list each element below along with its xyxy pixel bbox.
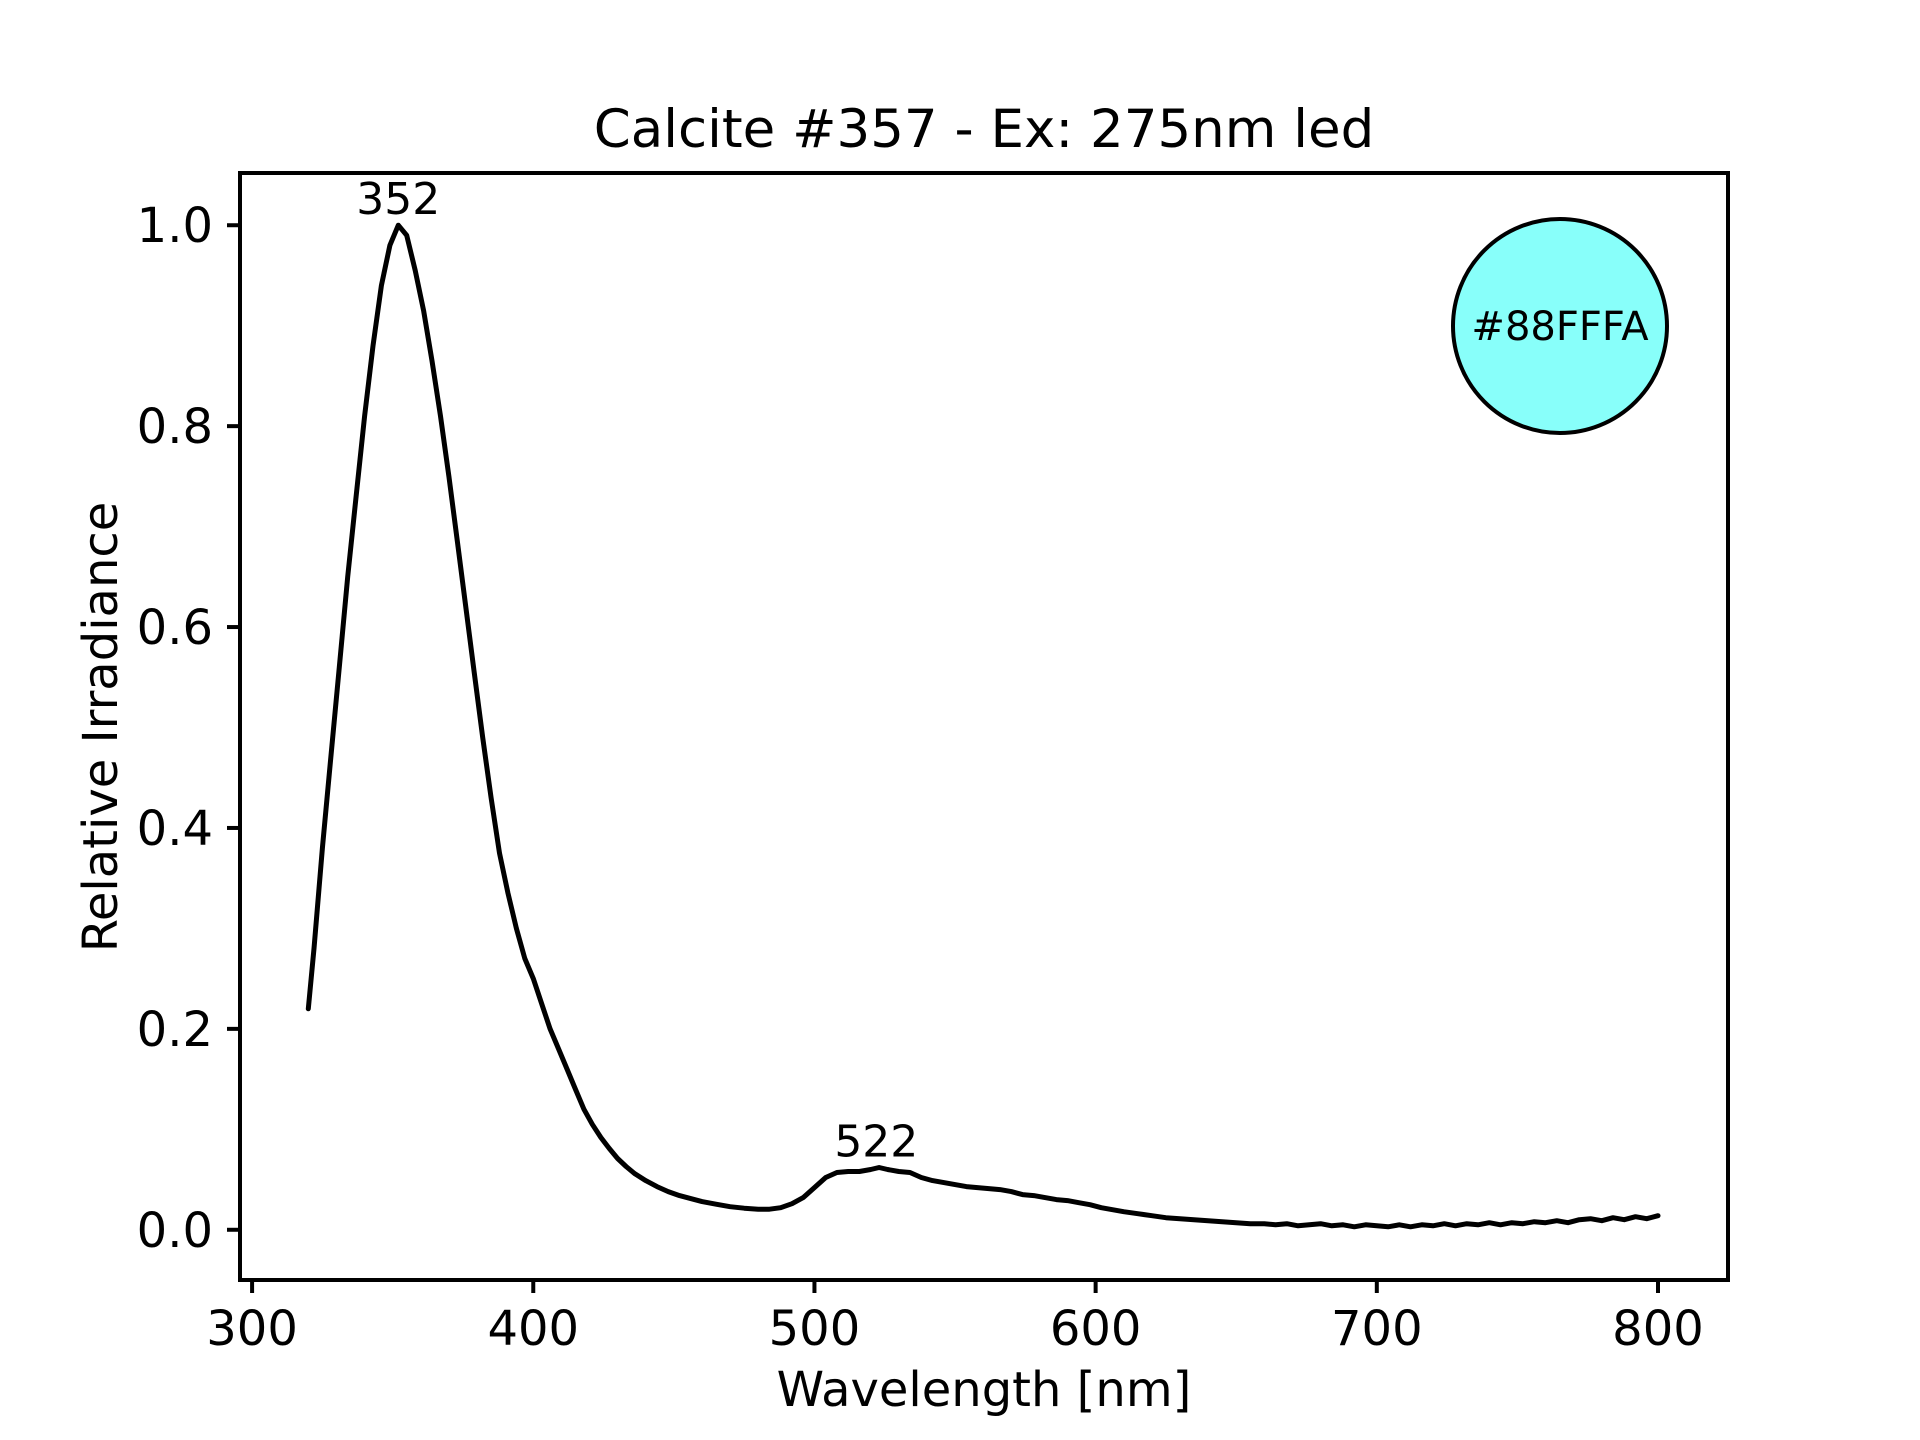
x-axis: 300 400 500 600 700 800 <box>206 1280 1704 1357</box>
peak-label: 522 <box>834 1116 918 1167</box>
y-tick-label: 0.4 <box>137 801 213 857</box>
peak-annotations: 352 522 <box>356 174 918 1167</box>
peak-label: 352 <box>356 174 440 225</box>
plot-border <box>238 171 1730 1282</box>
y-axis: 0.0 0.2 0.4 0.6 0.8 1.0 <box>137 198 240 1259</box>
y-tick-label: 0.0 <box>137 1203 213 1259</box>
color-swatch-circle <box>1451 217 1669 435</box>
x-tick-label: 700 <box>1331 1301 1423 1357</box>
x-tick-label: 500 <box>769 1301 861 1357</box>
color-swatch-label: #88FFFA <box>1471 304 1649 350</box>
x-tick-label: 600 <box>1050 1301 1142 1357</box>
x-tick-label: 800 <box>1612 1301 1704 1357</box>
spectrum-line <box>305 222 1661 1230</box>
y-tick-label: 0.8 <box>137 399 213 455</box>
x-tick-label: 300 <box>206 1301 298 1357</box>
x-tick-label: 400 <box>487 1301 579 1357</box>
y-axis-label: Relative Irradiance <box>73 502 129 953</box>
x-axis-label: Wavelength [nm] <box>777 1362 1192 1418</box>
y-tick-label: 1.0 <box>137 198 213 254</box>
chart-title: Calcite #357 - Ex: 275nm led <box>594 99 1374 160</box>
y-tick-label: 0.6 <box>137 600 213 656</box>
y-tick-label: 0.2 <box>137 1002 213 1058</box>
